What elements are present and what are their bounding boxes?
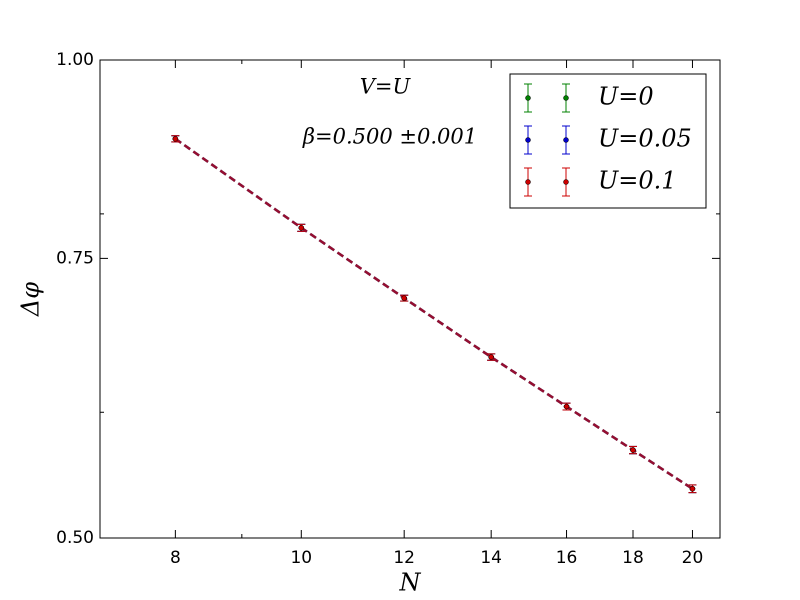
legend-box — [509, 73, 707, 209]
plot-frame — [99, 59, 721, 539]
annotation: β=0.500 ±0.001 — [302, 125, 477, 149]
legend-marker — [525, 179, 531, 185]
x-tick-label: 20 — [682, 548, 704, 568]
x-axis-label: N — [399, 569, 422, 597]
legend-marker — [525, 137, 531, 143]
x-tick-label: 16 — [556, 548, 578, 568]
legend-marker — [563, 137, 569, 143]
legend-label: U=0.1 — [598, 167, 677, 195]
legend-marker — [563, 179, 569, 185]
legend-label: U=0.05 — [598, 125, 692, 153]
point — [630, 447, 636, 453]
annotation: V=U — [360, 75, 412, 99]
x-tick-label: 12 — [393, 548, 415, 568]
x-tick-label: 10 — [290, 548, 312, 568]
legend-marker — [563, 95, 569, 101]
point — [563, 403, 570, 410]
point — [298, 225, 305, 231]
x-tick-label: 18 — [622, 548, 644, 568]
y-tick-label: 0.75 — [56, 248, 94, 268]
point — [689, 486, 696, 492]
point — [172, 136, 179, 142]
legend-label: U=0 — [598, 83, 654, 111]
y-tick-label: 1.00 — [56, 50, 94, 70]
legend-marker — [525, 95, 531, 101]
x-tick-label: 14 — [480, 548, 502, 568]
x-tick-label: 8 — [170, 548, 181, 568]
point — [488, 354, 494, 360]
y-axis-label: Δφ — [17, 282, 45, 317]
point — [401, 295, 407, 301]
y-tick-label: 0.50 — [56, 528, 94, 548]
